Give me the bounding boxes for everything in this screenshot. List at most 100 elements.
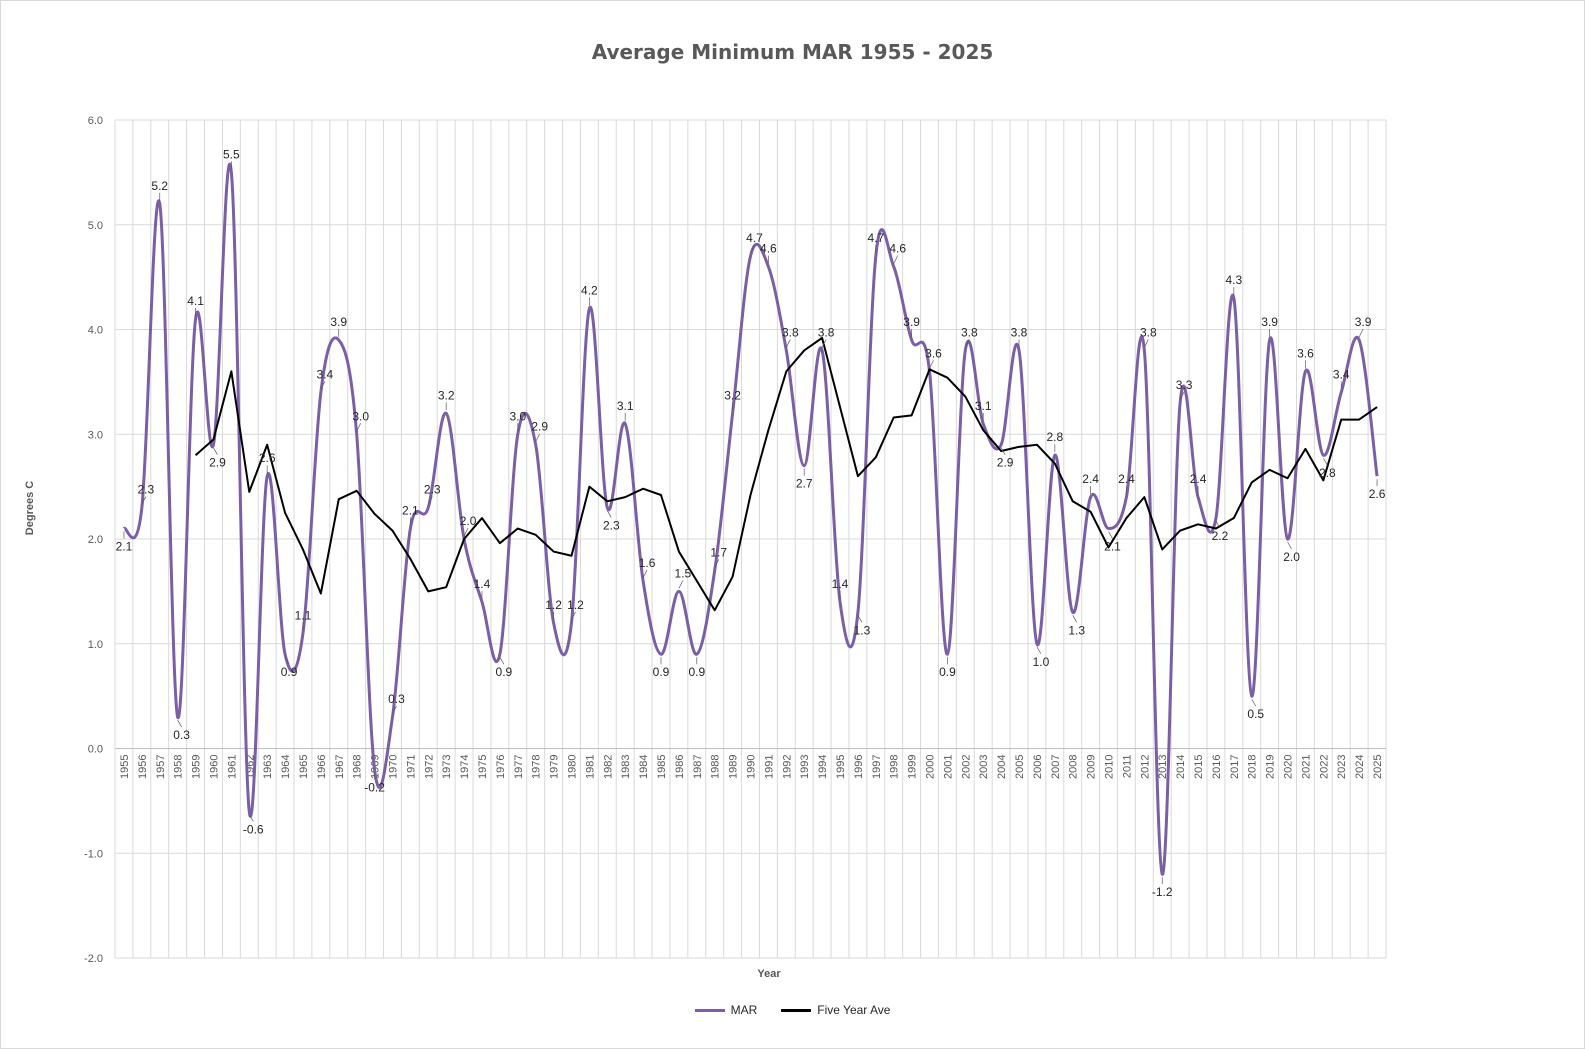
x-tick-label: 2001 <box>942 755 954 779</box>
legend-label-five-year-ave: Five Year Ave <box>817 1003 891 1017</box>
x-axis-ticks: 1955 1956 1957 1958 1959 1960 1961 1962 1963 1964… <box>119 755 1384 779</box>
data-label: 5.2 <box>151 179 168 193</box>
y-tick-label: 2.0 <box>88 534 103 546</box>
data-label-leader <box>1251 698 1257 707</box>
data-label: 3.2 <box>724 388 741 402</box>
x-tick-label: 1978 <box>531 755 543 779</box>
x-tick-label: 2018 <box>1247 755 1259 779</box>
x-tick-label: 1965 <box>298 755 310 779</box>
y-tick-label: 5.0 <box>88 220 103 232</box>
x-tick-label: 2004 <box>996 755 1008 779</box>
data-label: 3.1 <box>975 399 992 413</box>
x-tick-label: 1976 <box>495 755 507 779</box>
series-line-mar <box>122 162 1379 876</box>
chart-title: Average Minimum MAR 1955 - 2025 <box>591 40 994 64</box>
x-tick-label: 1989 <box>728 755 740 779</box>
x-tick-label: 1983 <box>620 755 632 779</box>
x-tick-label: 1987 <box>692 755 704 779</box>
x-tick-label: 1966 <box>316 755 328 779</box>
legend-swatch-five-year-ave <box>781 1008 812 1012</box>
x-tick-label: 1998 <box>889 755 901 779</box>
x-tick-label: 1990 <box>746 755 758 779</box>
data-label: 3.9 <box>1261 315 1278 329</box>
data-label: 3.9 <box>903 315 920 329</box>
data-label-leader <box>535 433 540 442</box>
data-label: 1.7 <box>710 545 727 559</box>
data-label: 3.3 <box>1176 378 1193 392</box>
data-label-leader <box>284 657 290 665</box>
x-tick-label: 1971 <box>405 755 417 779</box>
data-label-leader <box>1036 646 1042 654</box>
x-tick-label: 1961 <box>226 755 238 779</box>
data-label: 3.8 <box>961 325 978 339</box>
data-label: 3.8 <box>818 325 835 339</box>
x-tick-label: 1970 <box>387 755 399 779</box>
data-label-leader <box>427 496 433 505</box>
x-tick-label: 1986 <box>674 755 686 779</box>
x-tick-label: 1963 <box>262 755 274 779</box>
legend-label-mar: MAR <box>730 1003 758 1017</box>
data-label: 0.3 <box>173 728 190 742</box>
data-label-leader <box>1072 615 1078 623</box>
data-label: -1.2 <box>1152 885 1173 899</box>
data-label-leader <box>1144 339 1149 348</box>
data-label-leader <box>1215 520 1221 529</box>
data-label: 2.1 <box>116 540 133 554</box>
data-label: 1.3 <box>1068 623 1085 637</box>
x-tick-label: 1958 <box>173 755 185 779</box>
data-label-leader <box>1179 391 1185 400</box>
data-label-leader <box>642 569 648 579</box>
data-label: 2.3 <box>138 483 155 497</box>
x-tick-label: 1955 <box>119 755 131 779</box>
x-tick-label: 1960 <box>208 755 220 779</box>
x-tick-label: 1993 <box>799 755 811 779</box>
x-tick-label: 2016 <box>1211 755 1223 779</box>
data-label: 0.3 <box>388 692 405 706</box>
data-label: 4.7 <box>867 231 884 245</box>
data-label: 0.5 <box>1247 707 1264 721</box>
data-label: 5.5 <box>223 147 240 161</box>
data-label: 2.9 <box>997 456 1014 470</box>
data-label-leader <box>714 559 720 568</box>
data-label: 1.5 <box>675 566 692 580</box>
data-label-leader <box>213 447 218 455</box>
x-tick-label: 2011 <box>1121 755 1133 779</box>
data-label: 1.3 <box>854 623 871 637</box>
data-label: 4.3 <box>1225 273 1242 287</box>
legend-swatch-mar <box>694 1008 725 1012</box>
x-tick-label: 1980 <box>566 755 578 779</box>
data-label-leader <box>320 381 326 390</box>
x-tick-label: 2025 <box>1372 755 1384 779</box>
data-label: 4.6 <box>760 242 777 256</box>
x-tick-label: 2020 <box>1283 755 1295 779</box>
x-tick-label: 1956 <box>137 755 149 779</box>
x-tick-label: 1968 <box>352 755 364 779</box>
data-label: 2.8 <box>1319 466 1336 480</box>
data-label: 2.0 <box>1283 550 1300 564</box>
data-label: 2.0 <box>460 514 477 528</box>
x-tick-label: 1996 <box>853 755 865 779</box>
data-label-leader <box>785 339 791 348</box>
x-tick-label: 1995 <box>835 755 847 779</box>
data-label: 2.8 <box>1046 430 1063 444</box>
y-tick-label: 4.0 <box>88 325 103 337</box>
data-label: 0.9 <box>653 665 670 679</box>
data-label-leader <box>1358 328 1364 338</box>
data-label: 2.1 <box>402 504 419 518</box>
x-tick-label: 1975 <box>477 755 489 779</box>
legend-item-five-year-ave: Five Year Ave <box>781 1003 890 1017</box>
x-tick-label: 2013 <box>1157 755 1169 779</box>
data-label-leader <box>821 339 827 348</box>
data-label-leader <box>893 255 899 264</box>
data-label-leader <box>678 580 684 589</box>
x-tick-label: 1999 <box>907 755 919 779</box>
data-label-leader <box>499 657 505 665</box>
x-tick-label: 1967 <box>334 755 346 779</box>
data-label: 2.3 <box>603 519 620 533</box>
x-tick-label: 1981 <box>584 755 596 779</box>
y-tick-label: 6.0 <box>88 115 103 127</box>
data-label: 3.2 <box>438 388 455 402</box>
data-label: 0.9 <box>281 665 298 679</box>
data-label: 3.4 <box>1333 367 1350 381</box>
